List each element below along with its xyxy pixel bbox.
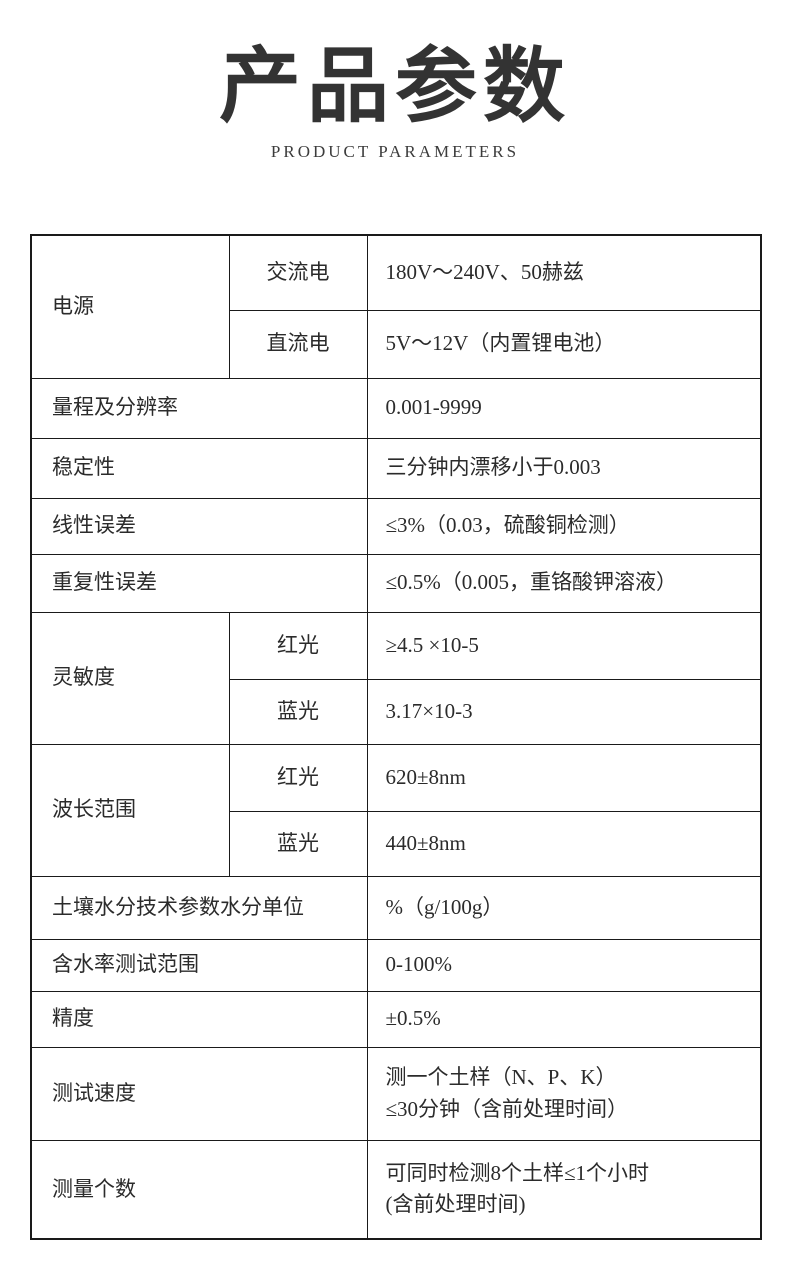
- param-value: 测一个土样（N、P、K） ≤30分钟（含前处理时间）: [366, 1046, 762, 1141]
- param-subkey: 蓝光: [228, 678, 368, 745]
- param-label: 含水率测试范围: [30, 938, 368, 992]
- param-value: 可同时检测8个土样≤1个小时 (含前处理时间): [366, 1139, 762, 1240]
- param-subkey: 直流电: [228, 309, 368, 379]
- table-row: 电源 交流电 180V～240V、50赫兹: [30, 234, 762, 379]
- param-label: 测试速度: [30, 1046, 368, 1141]
- param-value: 0-100%: [366, 938, 762, 992]
- param-value: 620±8nm: [366, 743, 762, 812]
- param-value: 5V～12V（内置锂电池）: [366, 309, 762, 379]
- param-value: 440±8nm: [366, 810, 762, 877]
- param-subkey: 蓝光: [228, 810, 368, 877]
- table-row: 土壤水分技术参数水分单位 %（g/100g）: [30, 875, 762, 940]
- page-header: 产品参数 PRODUCT PARAMETERS: [0, 0, 790, 162]
- param-value: ≤0.5%（0.005，重铬酸钾溶液）: [366, 553, 762, 613]
- table-row: 波长范围 红光 620±8nm: [30, 743, 762, 877]
- param-label: 量程及分辨率: [30, 377, 368, 439]
- param-label: 稳定性: [30, 437, 368, 499]
- param-value: %（g/100g）: [366, 875, 762, 940]
- param-value: ±0.5%: [366, 990, 762, 1048]
- param-value: 三分钟内漂移小于0.003: [366, 437, 762, 499]
- table-row: 稳定性 三分钟内漂移小于0.003: [30, 437, 762, 499]
- table-row: 量程及分辨率 0.001-9999: [30, 377, 762, 439]
- param-value-line: (含前处理时间): [385, 1192, 526, 1217]
- table-row: 重复性误差 ≤0.5%（0.005，重铬酸钾溶液）: [30, 553, 762, 613]
- table-row: 含水率测试范围 0-100%: [30, 938, 762, 992]
- param-label: 重复性误差: [30, 553, 368, 613]
- table-row: 蓝光 440±8nm: [31, 810, 762, 877]
- param-subkey: 红光: [228, 611, 368, 680]
- table-row: 灵敏度 红光 ≥4.5 ×10-5: [30, 611, 762, 745]
- table-row: 线性误差 ≤3%（0.03，硫酸铜检测）: [30, 497, 762, 555]
- param-label: 电源: [30, 234, 230, 379]
- param-label: 测量个数: [30, 1139, 368, 1240]
- param-value-line: 可同时检测8个土样≤1个小时: [385, 1160, 650, 1185]
- product-parameters-table: 电源 交流电 180V～240V、50赫兹 直流电 5V～12V（内置锂电池） …: [30, 234, 762, 1241]
- table-row: 直流电 5V～12V（内置锂电池）: [31, 309, 762, 379]
- param-subkey: 交流电: [228, 234, 368, 311]
- param-value: ≤3%（0.03，硫酸铜检测）: [366, 497, 762, 555]
- param-label: 土壤水分技术参数水分单位: [30, 875, 368, 940]
- page-subtitle: PRODUCT PARAMETERS: [270, 142, 520, 162]
- param-value-line: ≤30分钟（含前处理时间）: [385, 1096, 629, 1121]
- param-value: 0.001-9999: [366, 377, 762, 439]
- page-title: 产品参数: [218, 41, 571, 132]
- param-label: 精度: [30, 990, 368, 1048]
- param-value: 180V～240V、50赫兹: [366, 234, 762, 311]
- param-value: ≥4.5 ×10-5: [366, 611, 762, 680]
- param-label: 线性误差: [30, 497, 368, 555]
- param-value: 3.17×10-3: [366, 678, 762, 745]
- param-value-line: 测一个土样（N、P、K）: [385, 1065, 617, 1090]
- table-row: 测试速度 测一个土样（N、P、K） ≤30分钟（含前处理时间）: [30, 1046, 762, 1141]
- table-row: 测量个数 可同时检测8个土样≤1个小时 (含前处理时间): [30, 1139, 762, 1240]
- table-row: 精度 ±0.5%: [30, 990, 762, 1048]
- param-subkey: 红光: [228, 743, 368, 812]
- param-label: 灵敏度: [30, 611, 230, 745]
- param-label: 波长范围: [30, 743, 230, 877]
